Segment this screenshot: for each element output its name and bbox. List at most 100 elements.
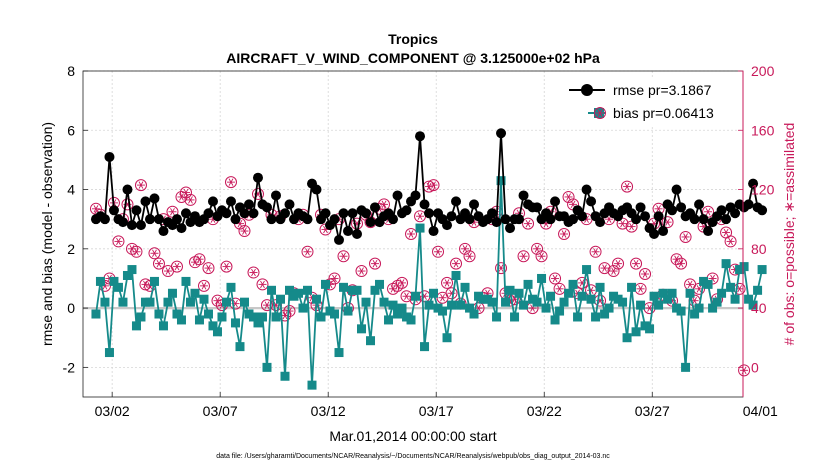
obs-possible-circle bbox=[251, 187, 264, 200]
rmse-point bbox=[343, 226, 354, 237]
obs-count-point bbox=[675, 257, 688, 270]
obs-count-point bbox=[630, 257, 643, 270]
obs-assimilated-stroke bbox=[624, 182, 630, 191]
bias-point bbox=[334, 348, 344, 358]
rmse-point bbox=[225, 196, 236, 207]
obs-possible-circle bbox=[549, 272, 562, 285]
rmse-point bbox=[122, 184, 133, 195]
bias-point bbox=[370, 285, 380, 295]
bias-point bbox=[397, 303, 407, 313]
bias-point bbox=[699, 276, 709, 286]
y-axis-label: rmse and bias (model - observation) bbox=[39, 122, 55, 346]
obs-assimilated-stroke bbox=[152, 249, 157, 257]
bias-point bbox=[343, 306, 353, 316]
bias-point bbox=[537, 273, 547, 283]
bias-point bbox=[100, 297, 110, 307]
rmse-point bbox=[401, 205, 412, 216]
obs-assimilated-stroke bbox=[435, 248, 441, 256]
obs-possible-circle bbox=[738, 364, 751, 377]
rmse-point bbox=[388, 214, 399, 225]
bias-point bbox=[631, 327, 641, 337]
obs-possible-circle bbox=[535, 250, 548, 263]
bias-point bbox=[321, 279, 331, 289]
obs-possible-circle bbox=[495, 262, 508, 275]
rmse-point bbox=[581, 184, 592, 195]
bias-point bbox=[600, 309, 610, 319]
obs-assimilated-stroke bbox=[674, 255, 679, 263]
obs-assimilated-stroke bbox=[183, 188, 189, 197]
obs-assimilated-stroke bbox=[647, 304, 652, 312]
bias-point bbox=[284, 285, 294, 295]
obs-assimilated-stroke bbox=[683, 233, 688, 241]
rmse-point bbox=[99, 214, 110, 225]
bias-point bbox=[289, 291, 299, 301]
bias-point bbox=[564, 288, 574, 298]
bias-point bbox=[505, 285, 515, 295]
obs-assimilated-stroke bbox=[498, 264, 504, 272]
obs-assimilated-stroke bbox=[242, 227, 247, 235]
rmse-point bbox=[149, 193, 160, 204]
rmse-point bbox=[721, 214, 732, 225]
obs-count-point bbox=[562, 190, 575, 203]
obs-count-point bbox=[517, 250, 530, 263]
bias-point bbox=[708, 303, 718, 313]
rmse-point bbox=[243, 199, 254, 210]
rmse-point bbox=[334, 234, 345, 245]
bias-point bbox=[609, 291, 619, 301]
rmse-point bbox=[550, 196, 561, 207]
obs-assimilated-stroke bbox=[444, 279, 450, 287]
obs-assimilated-stroke bbox=[197, 255, 202, 263]
obs-possible-circle bbox=[170, 260, 183, 273]
obs-count-point bbox=[612, 257, 625, 270]
bias-point bbox=[271, 312, 281, 322]
bias-point bbox=[118, 297, 128, 307]
rmse-point bbox=[158, 226, 169, 237]
rmse-point bbox=[365, 217, 376, 228]
obs-possible-circle bbox=[238, 225, 251, 238]
obs-possible-circle bbox=[405, 228, 418, 240]
obs-count-point bbox=[179, 186, 192, 199]
bias-point bbox=[91, 309, 101, 319]
bias-point bbox=[501, 297, 511, 307]
bias-point bbox=[127, 265, 137, 275]
bias-point bbox=[573, 312, 583, 322]
rmse-point bbox=[496, 128, 507, 139]
obs-possible-circle bbox=[589, 245, 602, 258]
obs-possible-circle bbox=[202, 262, 215, 275]
obs-assimilated-stroke bbox=[678, 259, 684, 268]
obs-assimilated-stroke bbox=[561, 230, 567, 238]
rmse-point bbox=[329, 214, 340, 225]
bias-point bbox=[532, 297, 542, 307]
rmse-point bbox=[203, 208, 214, 219]
bias-point bbox=[212, 327, 222, 337]
obs-assimilated-stroke bbox=[692, 296, 697, 305]
bias-point bbox=[627, 282, 637, 292]
rmse-point bbox=[419, 199, 430, 210]
obs-count-point bbox=[432, 245, 445, 258]
obs-assimilated-stroke bbox=[282, 311, 288, 320]
rmse-point bbox=[730, 208, 741, 219]
obs-possible-circle bbox=[459, 242, 472, 255]
x-tick-label: 03/07 bbox=[203, 403, 238, 419]
bias-point bbox=[672, 303, 682, 313]
bias-point bbox=[312, 294, 322, 304]
rmse-point bbox=[635, 202, 646, 213]
obs-possible-circle bbox=[197, 279, 210, 292]
rmse-point bbox=[230, 214, 241, 225]
obs-count-point bbox=[184, 193, 197, 206]
rmse-point bbox=[108, 205, 119, 216]
obs-assimilated-stroke bbox=[417, 212, 423, 220]
bias-point bbox=[730, 294, 740, 304]
x-tick-label: 03/22 bbox=[527, 403, 562, 419]
x-axis: 03/02 03/07 03/12 03/17 03/22 03/27 04/01 bbox=[95, 392, 778, 419]
bias-point bbox=[433, 303, 443, 313]
bias-point bbox=[298, 303, 308, 313]
rmse-point bbox=[568, 214, 579, 225]
obs-count-point bbox=[607, 265, 620, 278]
rmse-series bbox=[90, 128, 768, 245]
obs-assimilated-stroke bbox=[521, 252, 526, 260]
obs-assimilated-stroke bbox=[597, 109, 603, 117]
bias-point bbox=[109, 276, 119, 286]
rmse-point bbox=[491, 217, 502, 228]
bias-point bbox=[95, 276, 105, 286]
